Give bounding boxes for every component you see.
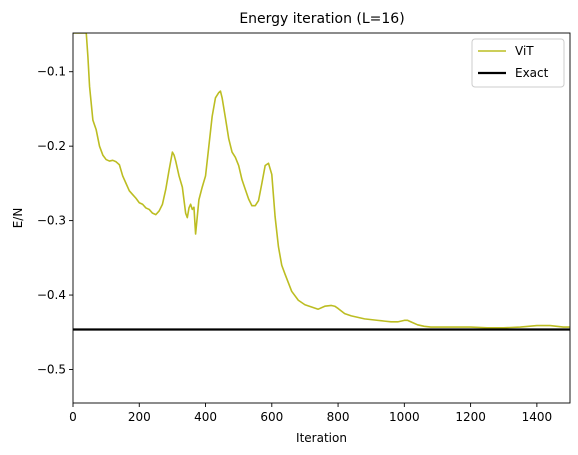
- legend: ViT Exact: [471, 38, 565, 88]
- y-tick-label: −0.1: [37, 65, 66, 79]
- x-tick-label: 1000: [389, 410, 420, 424]
- series-line-vit: [73, 33, 570, 329]
- x-tick-label: 200: [128, 410, 151, 424]
- y-tick-label: −0.3: [37, 214, 66, 228]
- plot-area: [72, 32, 571, 404]
- legend-label-exact: Exact: [515, 66, 549, 80]
- y-tick-label: −0.2: [37, 139, 66, 153]
- x-tick-label: 800: [327, 410, 350, 424]
- x-tick-label: 400: [194, 410, 217, 424]
- chart-title: Energy iteration (L=16): [239, 11, 404, 27]
- y-tick-label: −0.5: [37, 362, 66, 376]
- y-tick-label: −0.4: [37, 288, 66, 302]
- y-axis-label: E/N: [11, 208, 25, 229]
- plot-frame: [72, 32, 571, 404]
- x-axis-label: Iteration: [296, 431, 347, 445]
- x-tick-label: 1200: [455, 410, 486, 424]
- x-tick-label: 600: [260, 410, 283, 424]
- legend-label-vit: ViT: [515, 44, 534, 58]
- x-tick-label: 1400: [522, 410, 553, 424]
- x-tick-label: 0: [69, 410, 77, 424]
- series-lines: [73, 33, 570, 331]
- y-axis: −0.1 −0.2 −0.3 −0.4 −0.5: [37, 65, 73, 376]
- x-axis: 0 200 400 600 800 1000 1200 1400: [69, 403, 552, 424]
